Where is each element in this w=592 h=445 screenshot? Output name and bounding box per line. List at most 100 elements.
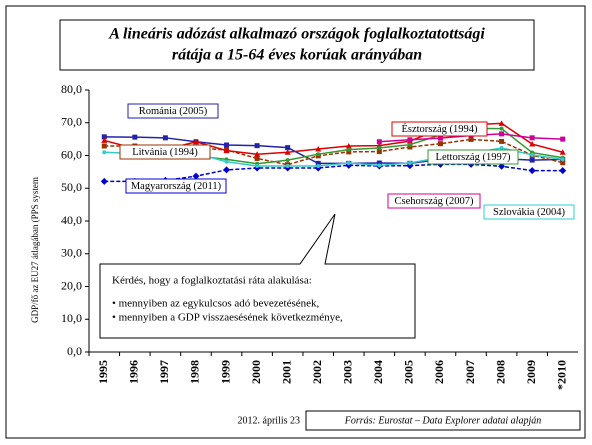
x-tick-label: 2002 (310, 360, 324, 384)
x-tick-label: 2009 (524, 360, 538, 384)
marker (255, 163, 260, 168)
x-tick-label: 1995 (96, 360, 110, 384)
y-tick-label: 80,0 (61, 82, 82, 96)
marker (529, 157, 535, 163)
marker (132, 134, 138, 140)
series-line (104, 138, 563, 166)
x-tick-label: 2007 (463, 360, 477, 384)
legend-box (387, 193, 481, 209)
marker (407, 142, 412, 147)
legend-label: Csehország (2007) (394, 196, 474, 207)
y-tick-label: 10,0 (61, 311, 82, 325)
marker (346, 147, 351, 152)
y-tick-label: 0,0 (67, 344, 82, 358)
x-tick-label: 2001 (279, 360, 293, 384)
marker (316, 163, 321, 168)
marker (468, 136, 474, 142)
marker (102, 150, 107, 155)
marker (529, 135, 535, 141)
marker (316, 152, 321, 157)
marker (377, 163, 382, 168)
slide-frame (5, 5, 586, 439)
marker (254, 151, 261, 157)
legend-box (483, 204, 575, 220)
y-tick-label: 70,0 (61, 115, 82, 129)
title-line: A lineáris adózást alkalmazó országok fo… (108, 26, 485, 43)
source-box (305, 410, 581, 431)
marker (437, 135, 443, 141)
marker (559, 149, 566, 155)
marker (499, 131, 505, 137)
title-box (59, 19, 535, 71)
callout-text: • mennyiben az egykulcsos adó bevezetésé… (112, 298, 320, 310)
y-tick-label: 50,0 (61, 180, 82, 194)
source: Forrás: Eurostat – Data Explorer adatai … (344, 415, 541, 426)
marker (559, 167, 567, 175)
marker (560, 157, 565, 162)
marker (101, 137, 108, 143)
x-tick-label: 2004 (371, 360, 385, 384)
series-line (104, 163, 563, 183)
marker (101, 134, 107, 140)
marker (407, 144, 413, 150)
marker (346, 149, 352, 155)
legend-label: Lettország (1997) (436, 152, 511, 163)
x-tick-label: 1997 (157, 360, 171, 384)
x-tick-label: 2003 (341, 360, 355, 384)
marker (284, 149, 291, 155)
marker (560, 160, 566, 166)
callout-text: Kérdés, hogy a foglalkoztatási ráta alak… (112, 275, 312, 287)
marker (192, 172, 200, 180)
y-tick-label: 40,0 (61, 213, 82, 227)
x-tick-label: 1999 (218, 360, 232, 384)
legend-label: Magyarország (2011) (131, 181, 222, 192)
marker (285, 158, 290, 163)
marker (192, 138, 199, 145)
marker (407, 137, 413, 143)
y-tick-label: 60,0 (61, 147, 82, 161)
legend-box (125, 178, 227, 194)
marker (498, 120, 505, 126)
marker (315, 145, 322, 152)
marker (346, 161, 351, 166)
legend-label: Románia (2005) (139, 106, 208, 117)
marker (224, 159, 229, 164)
marker (560, 136, 566, 142)
y-tick-label: 30,0 (61, 246, 82, 260)
marker (162, 135, 168, 141)
marker (254, 155, 260, 161)
marker (528, 167, 536, 175)
x-tick-label: 2006 (432, 360, 446, 384)
title-line: rátája a 15-64 éves korúak arányában (172, 47, 422, 64)
marker (101, 143, 107, 149)
marker (437, 141, 443, 147)
x-tick-label: 1996 (127, 360, 141, 384)
marker (315, 160, 321, 166)
y-tick-label: 20,0 (61, 278, 82, 292)
callout-bubble (99, 213, 416, 339)
x-tick-label: 2000 (249, 360, 263, 384)
marker (407, 161, 412, 166)
legend-label: Észtország (1994) (401, 123, 478, 135)
y-axis-label: GDP/fő az EU27 átlagában (PPS system (30, 177, 40, 323)
x-tick-label: *2010 (554, 360, 568, 390)
x-tick-label: 2008 (493, 360, 507, 384)
marker (376, 149, 382, 155)
marker (285, 145, 291, 151)
legend-label: Litvánia (1994) (132, 147, 198, 158)
marker (499, 138, 505, 144)
marker (498, 162, 506, 170)
callout-text: • mennyiben a GDP visszaesésének követke… (112, 312, 343, 324)
marker (254, 143, 260, 149)
legend-label: Szlovákia (2004) (493, 207, 566, 218)
marker (345, 143, 352, 149)
x-tick-label: 2005 (402, 360, 416, 384)
marker (529, 141, 536, 147)
date: 2012. április 23 (238, 415, 301, 426)
marker (499, 126, 504, 131)
legend-box (119, 144, 211, 160)
marker (224, 142, 230, 148)
marker (376, 139, 382, 145)
marker (499, 145, 504, 150)
x-tick-label: 1998 (188, 360, 202, 384)
